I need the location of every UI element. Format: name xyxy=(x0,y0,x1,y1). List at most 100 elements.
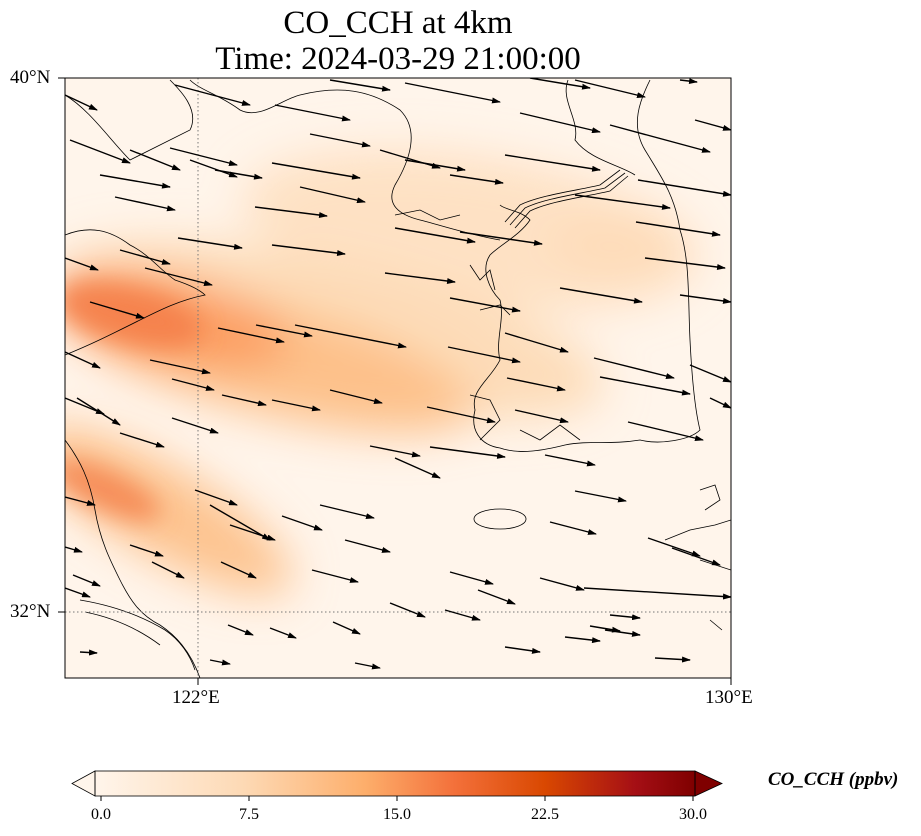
map-title-line2: Time: 2024-03-29 21:00:00 xyxy=(215,41,581,77)
wind-arrow xyxy=(574,79,646,99)
wind-arrow xyxy=(449,297,521,313)
wind-arrow xyxy=(271,399,321,412)
wind-arrow xyxy=(229,524,276,541)
wind-arrow xyxy=(504,332,569,353)
wind-arrow xyxy=(65,257,99,271)
wind-arrow xyxy=(519,112,601,134)
jiangsu-coastline xyxy=(65,439,201,678)
wind-arrow xyxy=(689,364,731,383)
wind-arrow xyxy=(589,625,621,633)
wind-arrow xyxy=(583,587,731,600)
wind-arrow xyxy=(679,294,731,304)
wind-arrow xyxy=(635,221,721,237)
wind-arrow xyxy=(504,646,541,654)
china-liaodong-coastline xyxy=(504,169,621,223)
wind-arrow xyxy=(114,196,176,212)
wind-arrow xyxy=(294,324,407,349)
japan-kyushu-coastline xyxy=(664,484,731,631)
lon-label-122e: 122°E xyxy=(172,687,220,708)
lat-label-32n: 32°N xyxy=(10,601,51,622)
wind-arrow xyxy=(449,174,504,185)
wind-arrow xyxy=(444,609,481,621)
wind-arrow xyxy=(506,377,566,392)
wind-arrow xyxy=(394,457,441,479)
wind-arrow xyxy=(389,602,426,618)
wind-arrow xyxy=(319,504,375,520)
wind-arrow xyxy=(65,496,96,506)
wind-arrow xyxy=(209,659,231,666)
coastlines xyxy=(65,79,731,678)
wind-arrow xyxy=(69,139,131,164)
wind-arrow xyxy=(119,249,171,265)
wind-arrow xyxy=(177,237,243,250)
wind-arrow xyxy=(151,561,185,579)
wind-arrow xyxy=(384,272,456,284)
wind-arrow xyxy=(99,174,171,189)
wind-arrow xyxy=(79,649,98,656)
wind-arrow xyxy=(564,636,601,644)
wind-arrow xyxy=(529,78,591,90)
colorbar-extend-low xyxy=(71,770,96,797)
bohai-coastline xyxy=(189,79,501,241)
wind-arrow xyxy=(189,159,238,178)
jeju-island xyxy=(473,508,527,530)
wind-arrow xyxy=(369,445,421,458)
wind-arrow xyxy=(627,421,704,442)
wind-arrow xyxy=(404,159,466,172)
colorbar-gradient xyxy=(95,771,695,796)
wind-arrow xyxy=(426,406,496,424)
wind-arrow xyxy=(514,409,569,424)
wind-arrow xyxy=(299,186,366,204)
wind-arrow xyxy=(459,231,543,246)
wind-arrow xyxy=(89,301,145,319)
map-plot-area xyxy=(65,78,731,678)
wind-arrow xyxy=(574,194,671,210)
wind-arrow xyxy=(119,432,165,448)
wind-arrow xyxy=(404,82,501,104)
wind-arrow xyxy=(694,119,731,131)
wind-arrow xyxy=(169,147,238,166)
wind-arrow xyxy=(144,267,213,286)
wind-arrow xyxy=(379,149,441,169)
wind-arrow xyxy=(329,389,383,404)
colorbar-tick-1: 7.5 xyxy=(239,806,259,823)
colorbar-tick-0: 0.0 xyxy=(91,806,111,823)
wind-arrow xyxy=(604,629,641,637)
wind-arrow xyxy=(504,154,601,172)
wind-arrow xyxy=(65,94,98,111)
colorbar-label: CO_CCH (ppbv) xyxy=(768,769,899,790)
colorbar-tick-2: 15.0 xyxy=(383,806,411,823)
colorbar-tick-4: 30.0 xyxy=(679,806,707,823)
wind-arrow xyxy=(679,78,698,85)
wind-arrow xyxy=(274,104,351,122)
wind-arrow xyxy=(217,327,285,344)
wind-vectors xyxy=(65,78,731,670)
wind-arrow xyxy=(72,574,101,587)
wind-arrow xyxy=(221,394,267,407)
wind-arrow xyxy=(227,624,254,636)
lat-label-40n: 40°N xyxy=(10,67,51,88)
wind-arrow xyxy=(354,662,381,670)
wind-arrow xyxy=(309,133,371,148)
wind-arrow xyxy=(171,417,219,434)
tick-marks xyxy=(58,77,732,685)
wind-arrow xyxy=(709,397,731,409)
wind-arrow xyxy=(429,446,506,459)
wind-arrow xyxy=(671,547,721,566)
wind-arrow xyxy=(544,454,596,467)
wind-arrow xyxy=(220,561,257,579)
colorbar-tick-3: 22.5 xyxy=(531,806,559,823)
wind-arrow xyxy=(129,149,181,171)
shandong-coastline xyxy=(65,229,206,356)
wind-arrow xyxy=(65,587,91,598)
wind-arrow xyxy=(654,656,691,663)
wind-arrow xyxy=(329,79,391,92)
wind-arrow xyxy=(174,84,251,106)
wind-arrow xyxy=(209,504,271,541)
wind-arrow xyxy=(344,539,391,553)
korea-coastline xyxy=(473,79,701,452)
wind-arrow xyxy=(559,287,643,304)
wind-arrow xyxy=(149,359,211,375)
gridlines xyxy=(65,78,731,678)
